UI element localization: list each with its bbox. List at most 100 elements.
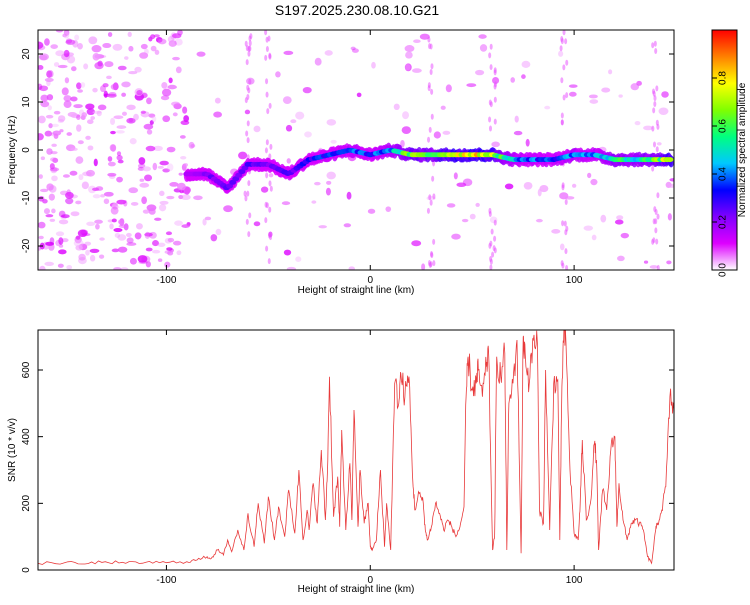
spectrogram-noise-cell	[551, 229, 561, 234]
spectrogram-noise-cell	[65, 197, 74, 205]
spectrogram-noise-cell	[304, 131, 312, 138]
spectrogram-streak-cell	[493, 81, 497, 88]
spectrogram-noise-cell	[64, 77, 70, 84]
spectrogram-streak-cell	[243, 190, 247, 197]
spectrogram-noise-cell	[290, 119, 297, 124]
spectrogram-noise-cell	[121, 92, 127, 97]
spectrogram-streak-cell	[565, 92, 569, 99]
spectrogram-streak-cell	[652, 107, 656, 114]
spectrogram-noise-cell	[167, 237, 175, 243]
spectrogram-streak-cell	[267, 35, 271, 42]
spectrogram-noise-cell	[96, 110, 102, 117]
spectrogram-noise-cell	[171, 33, 182, 39]
spectrogram-noise-cell	[83, 63, 89, 70]
spectrogram-noise-cell	[39, 53, 49, 61]
spectrogram-streak-cell	[426, 207, 430, 214]
spectrogram-noise-cell	[142, 209, 150, 214]
spectrogram-noise-cell	[75, 156, 84, 164]
spectrogram-noise-cell	[38, 41, 44, 50]
spectrogram-noise-cell	[178, 172, 183, 176]
spectrogram-noise-cell	[214, 97, 221, 104]
spectrogram-streak-cell	[561, 262, 565, 269]
spectrogram-noise-cell	[618, 94, 623, 98]
spectrogram-streak-cell	[245, 59, 249, 66]
spectrogram-noise-cell	[78, 174, 84, 181]
spectrogram-noise-cell	[154, 217, 162, 221]
spectrogram-streak-cell	[655, 238, 659, 245]
spectrogram-noise-cell	[86, 221, 96, 226]
spectrogram-noise-cell	[330, 139, 337, 144]
spectrogram-noise-cell	[157, 38, 167, 45]
spectrogram-noise-cell	[65, 191, 74, 199]
spectrogram-noise-cell	[92, 187, 100, 192]
spectrogram-noise-cell	[137, 255, 148, 263]
spectrogram-noise-cell	[141, 196, 147, 205]
spectrogram-noise-cell	[139, 178, 145, 182]
spectrogram-streak-cell	[266, 108, 270, 115]
spectrogram-noise-cell	[401, 126, 412, 135]
spectrogram-noise-cell	[63, 49, 70, 58]
snr-y-tick-label: 400	[21, 428, 32, 445]
spectrogram-noise-cell	[146, 97, 152, 105]
spectrogram-noise-cell	[51, 143, 57, 147]
spectrogram-marks	[38, 30, 674, 270]
spectrogram-noise-cell	[76, 114, 81, 120]
spectrogram-streak-cell	[268, 180, 272, 187]
spectrogram-noise-cell	[559, 243, 565, 251]
spectrogram-streak-cell	[247, 231, 251, 238]
spectrogram-noise-cell	[134, 66, 142, 73]
spectrogram-noise-cell	[107, 93, 117, 98]
spectrogram-noise-cell	[133, 113, 139, 121]
spectrogram-noise-cell	[158, 204, 167, 212]
spectrogram-noise-cell	[55, 30, 64, 33]
spectrogram-noise-cell	[286, 158, 291, 164]
spectrogram-streak-cell	[427, 136, 431, 143]
spectrogram-noise-cell	[57, 119, 65, 123]
spectrogram-y-ticks: -20 -10 0 10 20	[21, 48, 674, 253]
spectrogram-noise-cell	[144, 174, 153, 182]
spectrogram-noise-cell	[57, 64, 68, 69]
spectrogram-noise-cell	[73, 104, 83, 109]
spectrogram-streak-cell	[248, 78, 252, 85]
spectrogram-noise-cell	[405, 64, 411, 71]
colorbar-tick-label: 0.2	[717, 215, 728, 229]
spectrogram-noise-cell	[571, 183, 577, 188]
spectrogram-streak-cell	[564, 248, 568, 255]
spectrogram-noise-cell	[110, 206, 119, 215]
spectrogram-noise-cell	[92, 110, 102, 114]
spectrogram-noise-cell	[102, 43, 112, 49]
spectrogram-y-tick-label: -10	[21, 190, 32, 205]
spectrogram-noise-cell	[385, 206, 392, 212]
spectrogram-noise-cell	[59, 129, 64, 133]
spectrogram-noise-cell	[445, 84, 452, 93]
spectrogram-noise-cell	[74, 34, 80, 41]
spectrogram-noise-cell	[159, 190, 165, 196]
spectrogram-noise-cell	[127, 31, 132, 38]
spectrogram-noise-cell	[85, 103, 95, 110]
spectrogram-noise-cell	[111, 202, 119, 210]
spectrogram-noise-cell	[109, 144, 116, 152]
snr-x-tick-label: 0	[367, 575, 373, 586]
spectrogram-streak-cell	[656, 192, 660, 199]
spectrogram-noise-cell	[46, 79, 51, 87]
spectrogram-noise-cell	[129, 257, 137, 265]
spectrogram-noise-cell	[58, 237, 64, 245]
spectrogram-noise-cell	[70, 211, 80, 217]
spectrogram-noise-cell	[144, 231, 151, 239]
spectrogram-streak-cell	[428, 194, 432, 201]
spectrogram-noise-cell	[152, 240, 159, 247]
spectrogram-streak-cell	[265, 245, 269, 252]
spectrogram-noise-cell	[77, 89, 83, 93]
spectrogram-noise-cell	[107, 161, 116, 167]
spectrogram-noise-cell	[50, 157, 57, 162]
spectrogram-noise-cell	[138, 260, 148, 265]
spectrogram-streak-cell	[430, 252, 434, 259]
spectrogram-noise-cell	[356, 92, 362, 98]
spectrogram-noise-cell	[175, 66, 182, 74]
spectrogram-noise-cell	[53, 110, 61, 115]
spectrogram-noise-cell	[97, 60, 103, 67]
spectrogram-noise-cell	[283, 50, 294, 55]
spectrogram-noise-cell	[84, 241, 92, 246]
spectrogram-noise-cell	[40, 156, 46, 161]
